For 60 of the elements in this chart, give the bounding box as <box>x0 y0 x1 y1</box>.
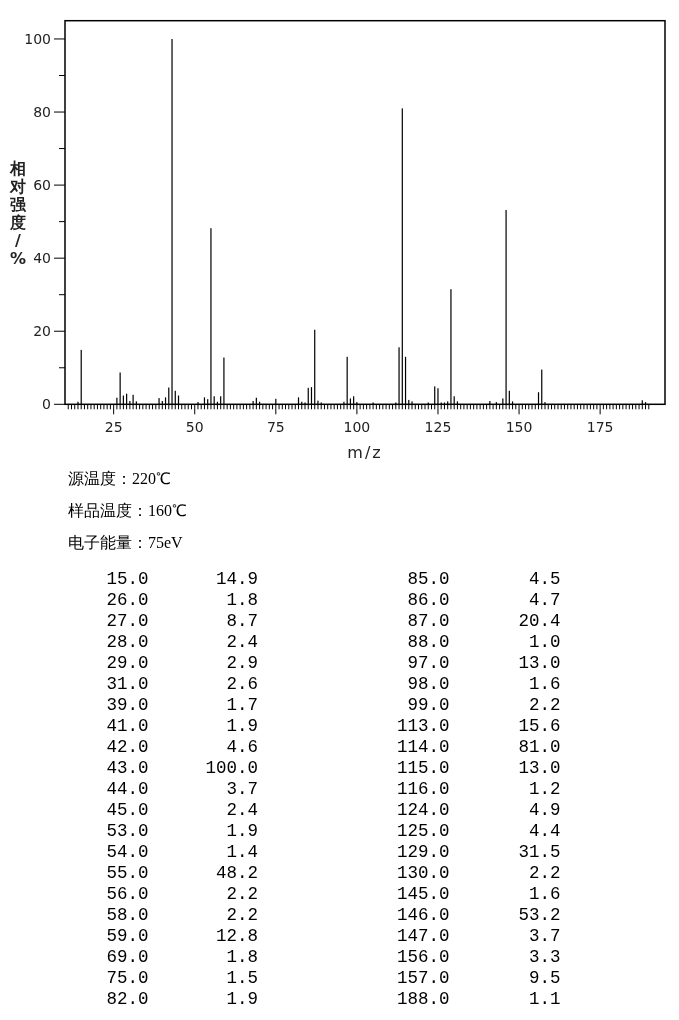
text: 43.0 100.0 <box>106 757 258 778</box>
text: 55.0 48.2 <box>106 862 258 883</box>
y-tick-label: 20 <box>33 323 51 340</box>
y-tick-label: 80 <box>33 104 51 121</box>
text: 15.0 14.9 <box>106 568 258 589</box>
text: 82.0 1.9 <box>106 988 258 1009</box>
text: 源温度：220℃ <box>68 470 171 487</box>
x-tick-label: 175 <box>586 419 614 436</box>
y-axis-title: 相对强度/% <box>9 158 27 268</box>
text: 69.0 1.8 <box>106 946 258 967</box>
text: 188.0 1.1 <box>396 988 561 1009</box>
text: 157.0 9.5 <box>396 967 561 988</box>
text: 39.0 1.7 <box>106 694 258 715</box>
text: 42.0 4.6 <box>106 736 258 757</box>
y-tick-label: 0 <box>42 396 51 413</box>
text: 样品温度：160℃ <box>68 502 187 519</box>
text: 115.0 13.0 <box>396 757 561 778</box>
text: 147.0 3.7 <box>396 925 561 946</box>
text: 146.0 53.2 <box>396 904 561 925</box>
text: 44.0 3.7 <box>106 778 258 799</box>
text: 56.0 2.2 <box>106 883 258 904</box>
y-tick-label: 100 <box>24 30 51 47</box>
x-axis-title: m/z <box>347 442 383 462</box>
y-tick-label: 40 <box>33 250 51 267</box>
y-tick-label: 60 <box>33 177 51 194</box>
text: 86.0 4.7 <box>407 589 561 610</box>
text: 电子能量：75eV <box>68 534 184 551</box>
x-tick-label: 25 <box>104 419 123 436</box>
x-tick-label: 150 <box>505 419 533 436</box>
text: 27.0 8.7 <box>106 610 258 631</box>
x-tick-label: 100 <box>343 419 371 436</box>
text: 54.0 1.4 <box>106 841 258 862</box>
x-tick-label: 50 <box>185 419 204 436</box>
text: 53.0 1.9 <box>106 820 258 841</box>
text: 99.0 2.2 <box>407 694 561 715</box>
text: 124.0 4.9 <box>396 799 561 820</box>
text: 116.0 1.2 <box>396 778 561 799</box>
text: 75.0 1.5 <box>106 967 258 988</box>
text: 129.0 31.5 <box>396 841 561 862</box>
x-tick-label: 75 <box>266 419 285 436</box>
text: 29.0 2.9 <box>106 652 258 673</box>
text: 88.0 1.0 <box>407 631 561 652</box>
text: 98.0 1.6 <box>407 673 561 694</box>
text: 26.0 1.8 <box>106 589 258 610</box>
text: 45.0 2.4 <box>106 799 258 820</box>
text: 114.0 81.0 <box>396 736 561 757</box>
text: 125.0 4.4 <box>396 820 561 841</box>
text: 130.0 2.2 <box>396 862 561 883</box>
text: 31.0 2.6 <box>106 673 258 694</box>
x-tick-label: 125 <box>424 419 452 436</box>
text: 145.0 1.6 <box>396 883 561 904</box>
text: 41.0 1.9 <box>106 715 258 736</box>
text: 59.0 12.8 <box>106 925 258 946</box>
text: 97.0 13.0 <box>407 652 561 673</box>
text: 87.0 20.4 <box>407 610 561 631</box>
text: 28.0 2.4 <box>106 631 258 652</box>
text: 58.0 2.2 <box>106 904 258 925</box>
text: 113.0 15.6 <box>396 715 561 736</box>
text: 156.0 3.3 <box>396 946 561 967</box>
text: 85.0 4.5 <box>407 568 561 589</box>
